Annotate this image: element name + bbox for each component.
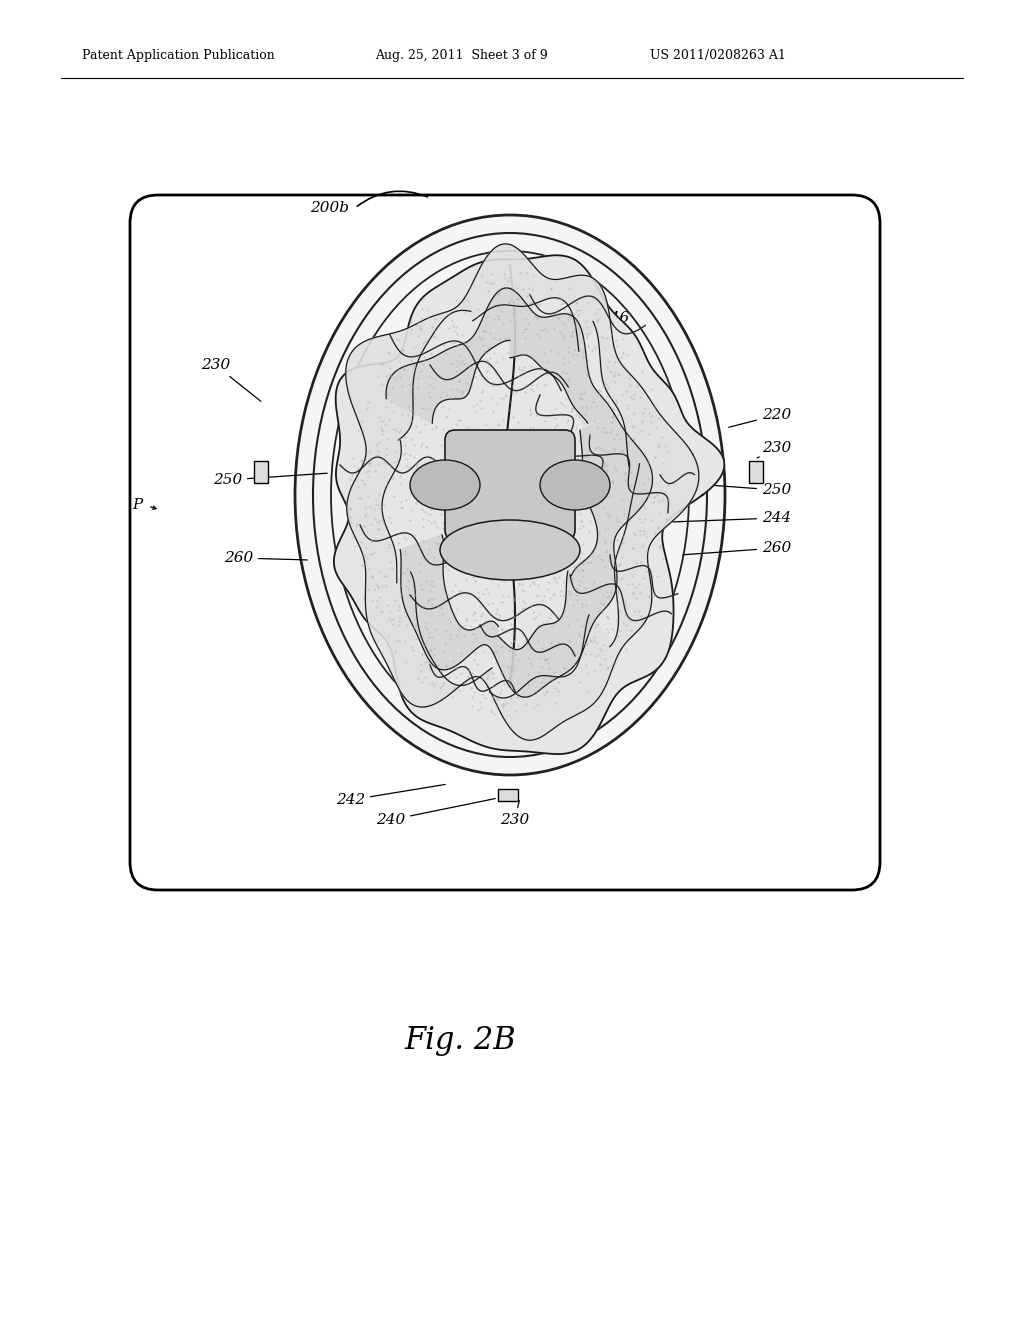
Text: Patent Application Publication: Patent Application Publication <box>82 49 274 62</box>
Polygon shape <box>571 414 652 605</box>
Text: 250: 250 <box>213 473 328 487</box>
Text: 200b: 200b <box>310 201 349 215</box>
Text: 240: 240 <box>376 799 496 828</box>
Bar <box>254 461 268 483</box>
Text: 230: 230 <box>201 358 261 401</box>
FancyBboxPatch shape <box>130 195 880 890</box>
Text: 242: 242 <box>336 784 445 807</box>
Text: 244: 244 <box>673 511 792 525</box>
Polygon shape <box>593 306 693 466</box>
Text: US 2011/0208263 A1: US 2011/0208263 A1 <box>650 49 785 62</box>
Text: 230: 230 <box>757 441 792 458</box>
Text: Aug. 25, 2011  Sheet 3 of 9: Aug. 25, 2011 Sheet 3 of 9 <box>375 49 548 62</box>
Text: 220: 220 <box>729 408 792 428</box>
Ellipse shape <box>440 520 580 579</box>
Polygon shape <box>347 428 401 598</box>
Polygon shape <box>494 572 608 697</box>
Ellipse shape <box>295 215 725 775</box>
Polygon shape <box>366 572 492 708</box>
Polygon shape <box>346 298 471 440</box>
Text: 260: 260 <box>224 550 307 565</box>
Bar <box>749 461 763 483</box>
Polygon shape <box>334 255 724 754</box>
Bar <box>498 789 518 801</box>
Ellipse shape <box>540 459 610 510</box>
Polygon shape <box>400 535 499 669</box>
Polygon shape <box>488 615 621 741</box>
Polygon shape <box>464 244 608 351</box>
Text: 260: 260 <box>683 541 792 554</box>
FancyBboxPatch shape <box>445 430 575 540</box>
Polygon shape <box>510 289 614 424</box>
Text: P: P <box>132 498 142 512</box>
Text: 246: 246 <box>550 312 630 330</box>
Polygon shape <box>609 454 698 649</box>
Text: Fig. 2B: Fig. 2B <box>404 1024 516 1056</box>
Text: 230: 230 <box>500 801 529 828</box>
Ellipse shape <box>410 459 480 510</box>
Text: 250: 250 <box>683 483 792 498</box>
Polygon shape <box>386 288 510 424</box>
